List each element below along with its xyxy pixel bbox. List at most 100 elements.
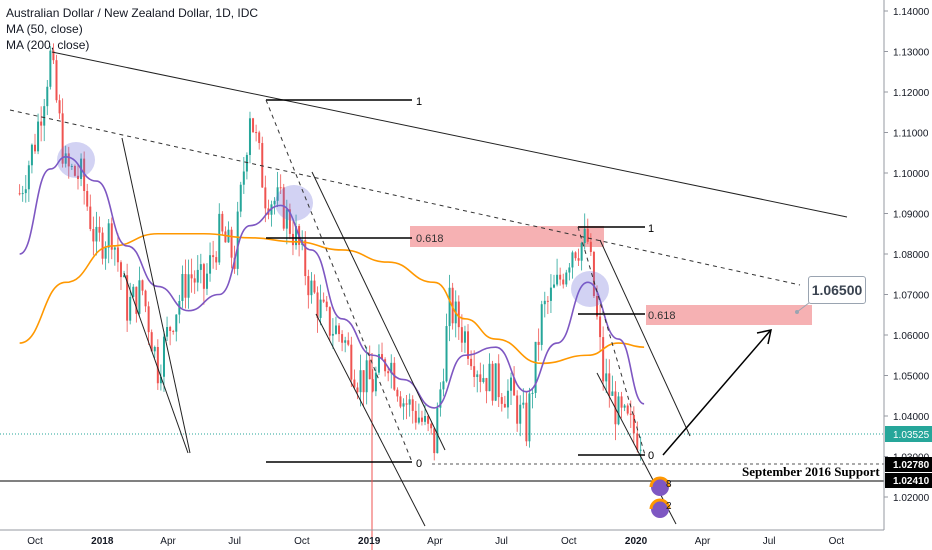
fib-left-label-1: 1	[416, 96, 422, 108]
candle-body	[605, 373, 608, 382]
candle-body	[629, 413, 632, 415]
candle-body	[338, 325, 341, 335]
candle-body	[110, 223, 113, 250]
candle-body	[150, 332, 153, 352]
candle-body	[230, 229, 233, 258]
candle-body	[175, 314, 178, 332]
candle-body	[276, 187, 279, 201]
price-axis-label: 1.08000	[893, 250, 930, 261]
candle-body	[596, 296, 599, 317]
candle-body	[602, 337, 605, 382]
level-a-tag-label: 1.02780	[893, 460, 930, 471]
candle-body	[574, 252, 577, 259]
candle-body	[371, 379, 374, 392]
candle-body	[86, 190, 89, 207]
candle-body	[285, 209, 288, 229]
candle-body	[531, 392, 534, 394]
time-axis[interactable]: Oct 2018 Apr Jul Oct 2019 Apr Jul Oct 2020 Apr Jul O…	[27, 536, 844, 547]
candle-body	[21, 193, 24, 195]
legend-ma50: MA (50, close)	[6, 22, 83, 36]
candle-body	[30, 144, 33, 166]
candle-body	[599, 316, 602, 338]
candle-body	[374, 372, 377, 392]
candle-body	[384, 359, 387, 372]
candle-body	[193, 278, 196, 283]
candle-body	[319, 299, 322, 318]
candle-body	[356, 387, 359, 393]
candle-body	[144, 290, 147, 307]
candle-body	[608, 373, 611, 396]
event-badge-2[interactable]	[651, 500, 669, 518]
candle-body	[147, 306, 150, 333]
candle-body	[448, 287, 451, 327]
candle-body	[445, 326, 448, 382]
current-price-tag	[885, 426, 932, 442]
candle-body	[519, 404, 522, 424]
candle-body	[218, 213, 221, 263]
candle-body	[405, 403, 408, 405]
candle-body	[49, 50, 52, 87]
fib-right-diagonal	[577, 226, 646, 456]
candle-body	[341, 334, 344, 343]
candle-body	[123, 275, 126, 278]
candle-body	[113, 247, 116, 250]
candle-body	[89, 206, 92, 230]
candle-body	[503, 403, 506, 408]
time-axis-label: 2018	[91, 536, 114, 547]
candle-body	[543, 300, 546, 305]
candle-body	[209, 255, 212, 274]
candle-body	[433, 428, 436, 454]
channel-line-2a	[311, 171, 446, 451]
time-axis-label: Jul	[763, 536, 776, 547]
fib-left-label-618: 0.618	[416, 233, 444, 245]
candle-body	[27, 165, 30, 190]
fib-right-label-1: 1	[648, 223, 654, 235]
candle-body	[510, 377, 513, 391]
candle-body	[52, 50, 55, 61]
candle-body	[377, 354, 380, 373]
candle-body	[187, 274, 190, 298]
candle-body	[316, 292, 319, 318]
time-axis-label: Apr	[427, 536, 443, 547]
fib-right-label-618: 0.618	[648, 310, 676, 322]
dashed-trend-line	[9, 109, 801, 286]
time-axis-label: Apr	[160, 536, 176, 547]
candle-body	[202, 264, 205, 289]
candle-body	[64, 153, 67, 164]
event-badge-1[interactable]	[651, 478, 669, 496]
candle-body	[258, 132, 261, 144]
candle-body	[427, 415, 430, 424]
candle-body	[95, 226, 98, 242]
candle-body	[565, 272, 568, 285]
candle-body	[18, 193, 21, 195]
chart-legend: Australian Dollar / New Zealand Dollar, …	[6, 5, 258, 53]
candle-body	[546, 300, 549, 302]
candle-body	[55, 60, 58, 101]
candle-body	[325, 301, 328, 308]
event-badge-count-2: 2	[666, 501, 672, 512]
candle-body	[494, 363, 497, 401]
candle-body	[353, 379, 356, 388]
candle-body	[549, 287, 552, 301]
price-axis-label: 1.13000	[893, 48, 930, 59]
candle-body	[307, 276, 310, 296]
candle-body	[516, 395, 519, 424]
price-axis-label: 1.07000	[893, 291, 930, 302]
candle-body	[196, 269, 199, 283]
support-label: September 2016 Support	[742, 464, 880, 479]
candle-body	[408, 399, 411, 405]
target-price-callout[interactable]: 1.06500	[808, 276, 866, 304]
legend-title: Australian Dollar / New Zealand Dollar, …	[6, 6, 259, 20]
event-badge-arc-1	[649, 476, 671, 488]
candle-body	[141, 280, 144, 291]
candle-body	[255, 132, 258, 134]
candle-body	[350, 344, 353, 380]
channel-line-3b	[596, 372, 677, 525]
candle-body	[626, 405, 629, 414]
candle-body	[46, 86, 49, 107]
candle-body	[424, 415, 427, 422]
channel-line-1b	[123, 272, 189, 454]
time-axis-label: Jul	[228, 536, 241, 547]
candle-body	[534, 341, 537, 393]
